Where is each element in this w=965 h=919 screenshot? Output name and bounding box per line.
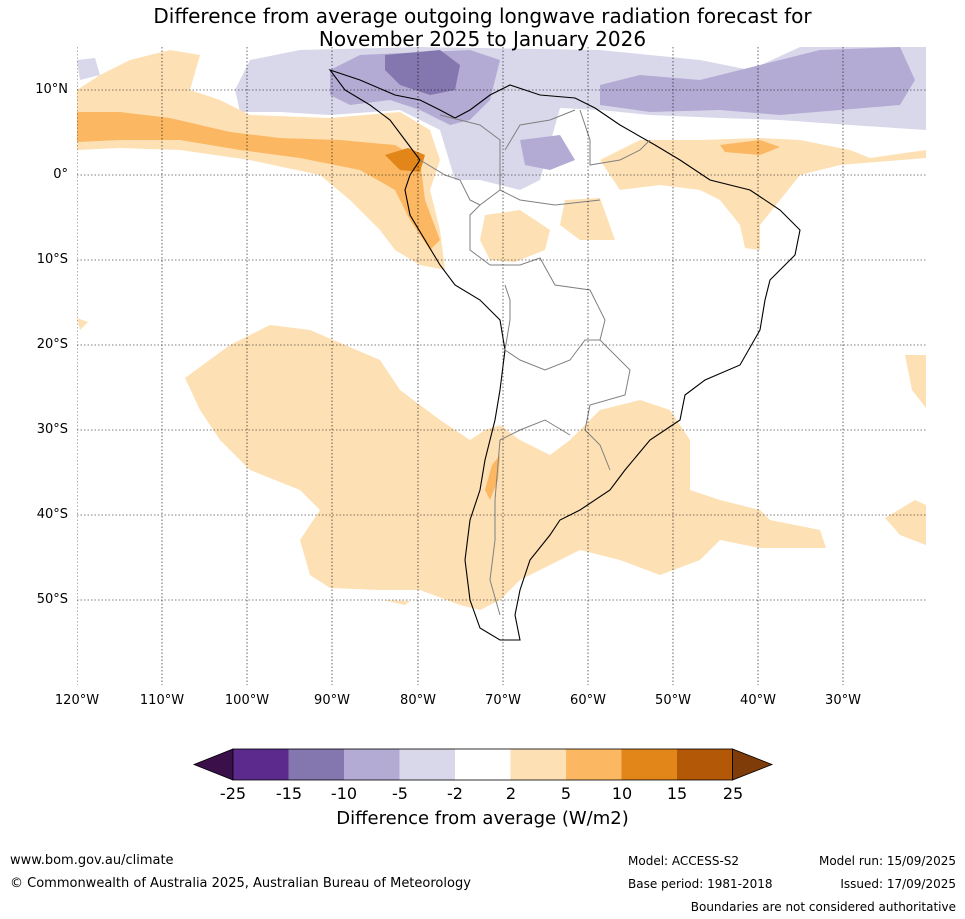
lon-label: 80°W [400, 693, 436, 708]
map-title-line1: Difference from average outgoing longwav… [153, 4, 812, 28]
colorbar-tick: 25 [722, 784, 744, 803]
lat-label: 10°N [35, 82, 68, 97]
colorbar-extend-high [732, 748, 774, 781]
anomaly-positive-atlantic-mid [720, 140, 780, 155]
base-period: Base period: 1981-2018 [628, 877, 773, 891]
colorbar-tick: -25 [219, 784, 247, 803]
lon-label: 50°W [655, 693, 691, 708]
anomaly-positive-pacific-mid [77, 112, 440, 250]
lon-label: 60°W [570, 693, 606, 708]
colorbar-segment [677, 749, 733, 780]
colorbar-tick: -15 [275, 784, 303, 803]
colorbar [192, 748, 774, 781]
lon-label: 110°W [139, 693, 185, 708]
lat-label: 30°S [36, 422, 68, 437]
lon-label: 120°W [54, 693, 100, 708]
model-name: Model: ACCESS-S2 [628, 854, 740, 868]
south-america-coastline [328, 68, 801, 641]
colorbar-tick: 2 [505, 784, 517, 803]
colorbar-tick: -2 [447, 784, 463, 803]
colorbar-label: Difference from average (W/m2) [336, 808, 629, 829]
anomaly-positive-pacific-light [77, 50, 445, 270]
anomaly-negative-north-dark [385, 50, 460, 95]
lat-label: 0° [53, 167, 68, 182]
lat-label: 20°S [36, 337, 68, 352]
copyright-text: © Commonwealth of Australia 2025, Austra… [10, 876, 471, 891]
lat-label: 40°S [36, 507, 68, 522]
colorbar-segment [566, 749, 622, 780]
lat-label: 50°S [36, 592, 68, 607]
lon-label: 100°W [224, 693, 270, 708]
colorbar-outline [232, 748, 733, 781]
map-area [77, 47, 926, 685]
anomaly-positive-south-light [77, 318, 926, 610]
website-link[interactable]: www.bom.gov.au/climate [10, 853, 174, 868]
model-run: Model run: 15/09/2025 [818, 854, 956, 868]
colorbar-segment [344, 749, 400, 780]
colorbar-tick: -10 [330, 784, 358, 803]
colorbar-tick: 10 [611, 784, 633, 803]
colorbar-tick: -5 [392, 784, 408, 803]
colorbar-segment [455, 749, 511, 780]
lon-label: 40°W [740, 693, 776, 708]
colorbar-segment [510, 749, 566, 780]
lon-label: 70°W [485, 693, 521, 708]
issued-date: Issued: 17/09/2025 [840, 877, 956, 891]
colorbar-segment [399, 749, 455, 780]
anomaly-positive-atlantic-light [480, 138, 926, 262]
lon-label: 30°W [825, 693, 861, 708]
lon-label: 90°W [314, 693, 350, 708]
anomaly-negative-north-mid [330, 47, 915, 170]
colorbar-segment [621, 749, 677, 780]
anomaly-positive-south-mid [485, 455, 500, 500]
map-title-line2: November 2025 to January 2026 [318, 27, 647, 51]
colorbar-segment [288, 749, 344, 780]
disclaimer-text: Boundaries are not considered authoritat… [690, 900, 956, 914]
lat-label: 10°S [36, 252, 68, 267]
country-borders [419, 109, 651, 616]
colorbar-tick: 15 [666, 784, 688, 803]
colorbar-extend-low [192, 748, 234, 781]
colorbar-segment [233, 749, 289, 780]
colorbar-tick: 5 [560, 784, 572, 803]
